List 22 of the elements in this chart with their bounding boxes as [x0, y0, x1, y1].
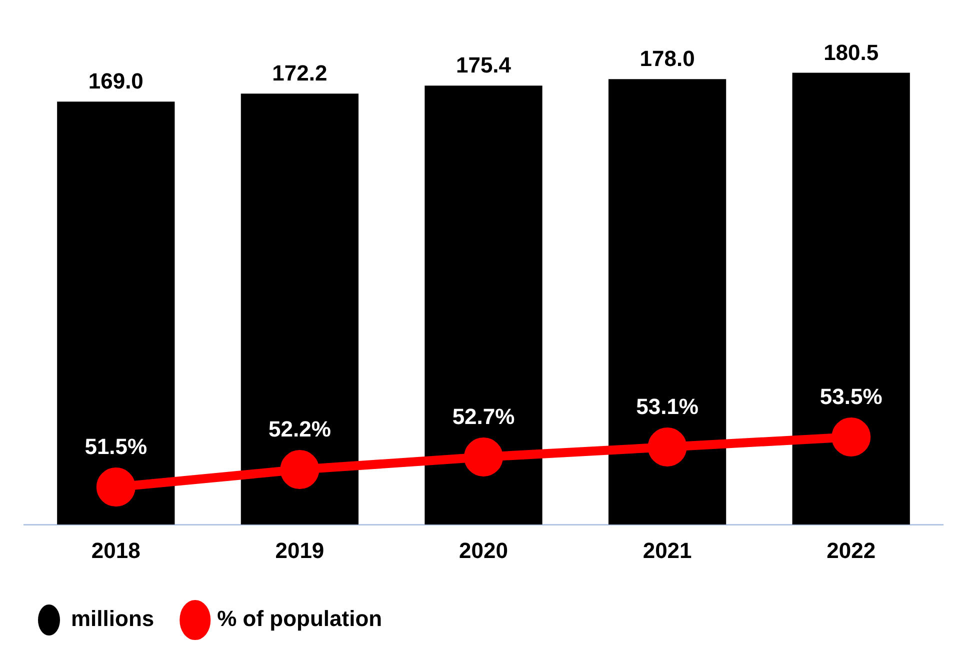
- x-tick-label: 2021: [642, 538, 692, 563]
- data-label: 180.5: [824, 40, 879, 65]
- x-tick-label: 2019: [275, 538, 324, 563]
- data-label: 52.2%: [268, 416, 331, 442]
- point: [96, 468, 136, 507]
- point: [648, 428, 687, 467]
- data-label: 53.1%: [636, 394, 698, 420]
- data-label: 53.5%: [820, 384, 882, 410]
- point: [832, 417, 871, 456]
- data-label: 175.4: [456, 52, 512, 78]
- legend-label: % of population: [217, 606, 382, 632]
- point: [280, 450, 320, 490]
- data-label: 169.0: [88, 68, 144, 94]
- point: [464, 438, 503, 477]
- x-tick-label: 2022: [826, 538, 876, 563]
- data-label: 172.2: [272, 60, 328, 86]
- data-label: 52.7%: [452, 404, 515, 430]
- x-tick-label: 2018: [91, 538, 140, 563]
- x-tick-label: 2020: [459, 538, 508, 563]
- data-label: 51.5%: [84, 434, 148, 460]
- data-label: 178.0: [640, 46, 695, 72]
- legend-label: millions: [71, 606, 154, 632]
